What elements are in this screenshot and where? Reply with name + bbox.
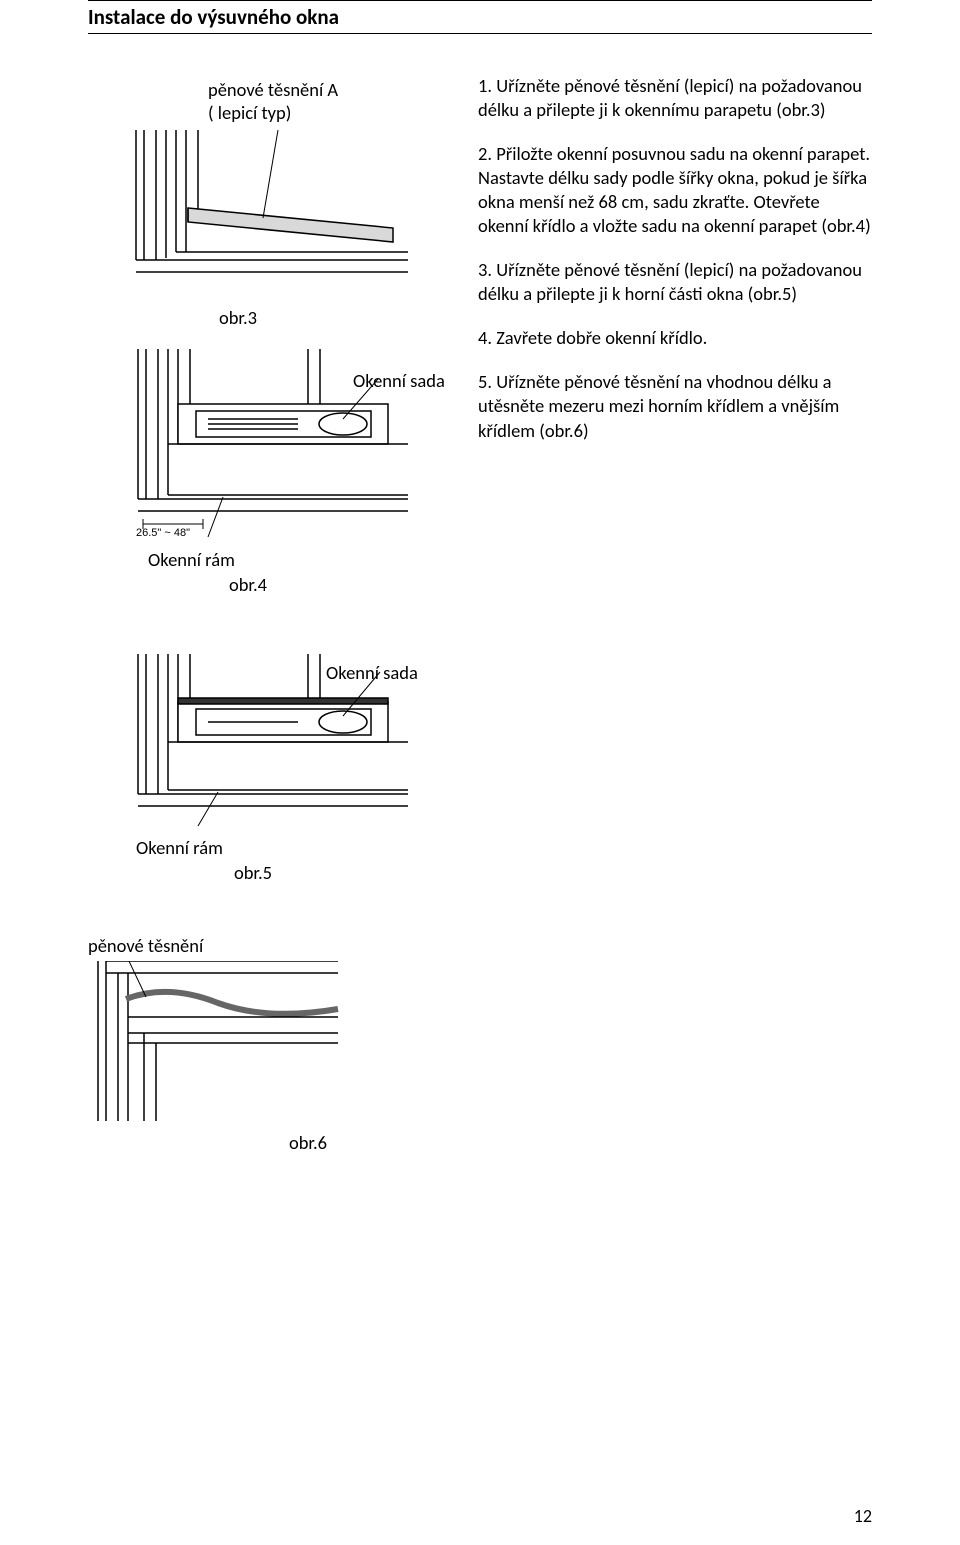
figure-6-block: pěnové těsnění [88, 934, 448, 1154]
fig5-annotation-frame: Okenní rám [136, 836, 448, 859]
fig3-annotation: pěnové těsnění A ( lepicí typ) [208, 78, 448, 124]
page: Instalace do výsuvného okna pěnové těsně… [0, 0, 960, 1545]
fig4-annotation-frame: Okenní rám [148, 548, 448, 571]
figure-5-block: Okenní sada Okenní rám obr.5 [88, 654, 448, 884]
left-column: pěnové těsnění A ( lepicí typ) [88, 74, 448, 614]
figure-3-block: pěnové těsnění A ( lepicí typ) [88, 78, 448, 329]
fig3-caption: obr.3 [28, 306, 448, 329]
fig4-caption: obr.4 [48, 573, 448, 596]
figure-3-svg [128, 130, 408, 300]
step-1: 1. Uřízněte pěnové těsnění (lepicí) na p… [478, 74, 872, 122]
figure-6-svg [88, 961, 348, 1121]
fig6-caption: obr.6 [168, 1131, 448, 1154]
step-4: 4. Zavřete dobře okenní křídlo. [478, 326, 872, 350]
fig3-annot-line2: ( lepicí typ) [208, 101, 291, 124]
fig5-caption: obr.5 [58, 861, 448, 884]
title-bar: Instalace do výsuvného okna [88, 0, 872, 34]
right-column: 1. Uřízněte pěnové těsnění (lepicí) na p… [478, 74, 872, 614]
fig4-annotation-kit: Okenní sada [353, 369, 448, 392]
main-columns: pěnové těsnění A ( lepicí typ) [88, 74, 872, 614]
fig3-annot-line1: pěnové těsnění A [208, 78, 338, 101]
page-number: 12 [854, 1505, 872, 1527]
figure-4-block: 26.5" ~ 48" Okenní sada Okenní rám obr.4 [88, 349, 448, 596]
step-2: 2. Přiložte okenní posuvnou sadu na oken… [478, 142, 872, 238]
fig6-annotation: pěnové těsnění [88, 934, 448, 957]
fig4-dims: 26.5" ~ 48" [136, 527, 190, 539]
step-5: 5. Uřízněte pěnové těsnění na vhodnou dé… [478, 370, 872, 442]
page-title: Instalace do výsuvného okna [88, 4, 872, 30]
fig5-annotation-kit: Okenní sada [326, 661, 448, 684]
step-3: 3. Uřízněte pěnové těsnění (lepicí) na p… [478, 258, 872, 306]
